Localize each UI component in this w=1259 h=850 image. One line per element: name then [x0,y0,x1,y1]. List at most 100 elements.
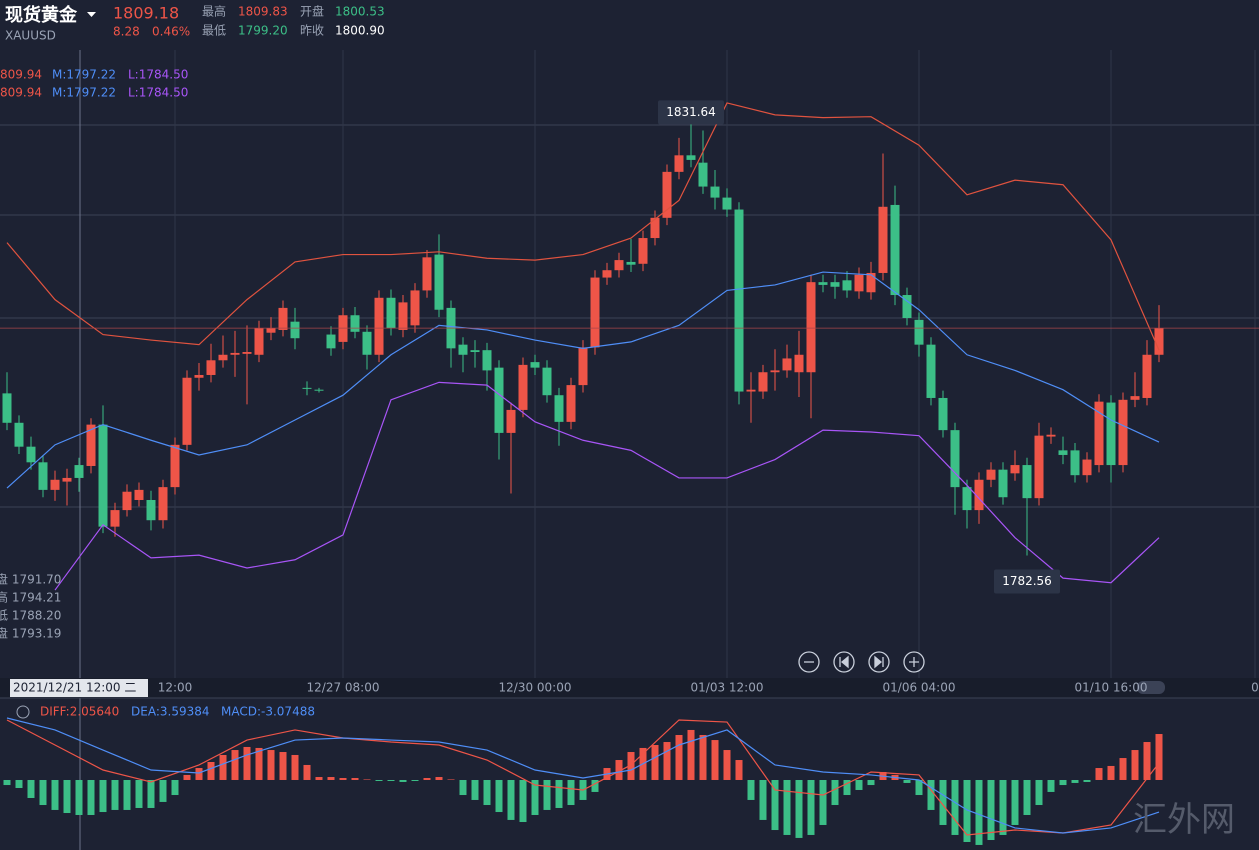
macd-bar [915,779,923,796]
candle-body [398,302,408,330]
candle-body [1058,450,1068,455]
candle-body [458,344,468,355]
macd-bar [51,779,59,810]
candle-body [950,430,960,488]
crosshair-label: 2021/12/21 12:00 二 [13,681,136,695]
macd-bar [171,779,179,796]
macd-bar [243,746,251,780]
candle-body [818,282,828,285]
macd-bar [75,779,83,815]
macd-bar [39,779,47,806]
candle-body [1046,434,1056,437]
band-legend: L:1784.50 [128,68,188,82]
x-tick-label: 0 [1251,681,1259,695]
crosshair-info: 低 1788.20 [0,609,61,623]
candle-body [326,334,336,349]
candle-body [566,385,576,422]
macd-bar [795,779,803,838]
indicator-line [54,381,1160,591]
macd-bar [495,779,503,813]
macd-bar [63,779,71,814]
plot: 1831.64 1782.56 [0,50,1259,845]
candle-body [134,489,144,500]
macd-bar [783,779,791,835]
extreme-label: 1782.56 [1002,574,1052,588]
macd-bar [987,779,995,841]
macd-bar [195,768,203,780]
macd-bar [15,779,23,789]
macd-bar [1107,765,1115,780]
macd-bar [315,777,323,780]
macd-bar [123,779,131,810]
macd-bar [903,779,911,783]
candle-body [986,469,996,480]
candle-body [230,352,240,355]
macd-bar [363,779,371,780]
grid [0,124,1259,508]
candle-body [422,257,432,291]
stat-label: 最低 [202,24,226,38]
candle-body [662,171,672,218]
x-tick-label: 12:00 [158,681,193,695]
band-legend: M:1797.22 [52,86,116,100]
stat-label: 昨收 [300,24,324,38]
zoom-in-button[interactable] [903,651,925,673]
macd-bar [711,740,719,780]
scroll-handle[interactable] [1137,681,1165,694]
candle-body [926,344,936,398]
candle-body [710,186,720,198]
stat-value: 1800.53 [335,5,385,19]
change-pct: 0.46% [152,25,190,39]
candle-body [1118,399,1128,466]
candle-body [62,477,72,482]
macd-legend: DIFF:2.05640 [40,705,119,719]
macd-bar [447,779,455,780]
candle-body [1082,459,1092,476]
macd-bar [99,779,107,813]
dropdown-arrow[interactable] [87,12,96,17]
candle-body [542,367,552,396]
candle-body [110,510,120,527]
candle-body [782,358,792,371]
macd-bar [3,779,11,786]
forward-button[interactable] [868,651,890,673]
settings-icon[interactable] [16,705,30,719]
macd-bar [207,761,215,780]
candle-body [554,395,564,422]
candle-body [2,393,12,423]
macd-bar [531,779,539,815]
macd-bar [87,779,95,815]
candle-body [866,272,876,293]
candle-body [182,377,192,445]
candle-body [878,206,888,273]
macd-bar [1143,742,1151,780]
candle-body [830,282,840,287]
macd-bar [135,779,143,808]
candle-body [194,374,204,378]
candle-body [1154,328,1164,355]
candle-body [698,162,708,187]
macd-bar [147,779,155,808]
icon [839,655,849,669]
macd-bar [1095,768,1103,780]
zoom-out-button[interactable] [798,651,820,673]
candle-body [1106,402,1116,466]
back-button[interactable] [833,651,855,673]
indicator-line [6,717,1160,834]
stat-label: 最高 [202,4,226,19]
nav-buttons [798,651,925,673]
macd-bar [183,774,191,780]
macd-bar [1119,758,1127,780]
candle-body [686,155,696,160]
stat-label: 开盘 [300,4,324,19]
candle-body [1142,354,1152,398]
candle-body [434,254,444,310]
macd-bar [567,779,575,806]
candle-body [914,319,924,345]
macd-legend: DEA:3.59384 [131,705,210,719]
candle-body [1034,435,1044,499]
candle-body [998,469,1008,498]
macd-bar [423,778,431,780]
indicator-line [6,102,1160,351]
